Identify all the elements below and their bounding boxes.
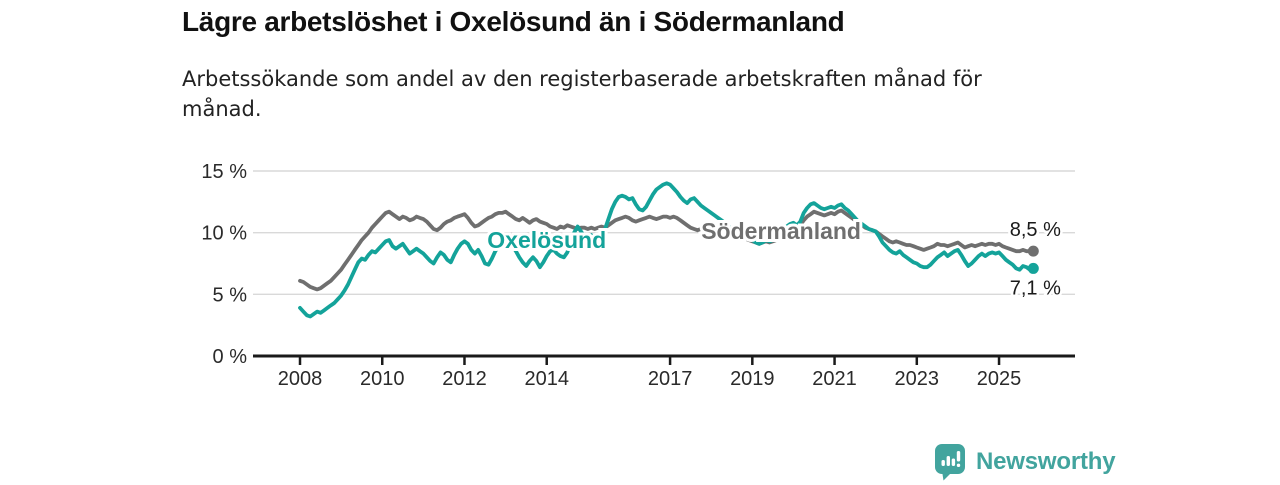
end-value-label: 7,1 % xyxy=(1010,277,1061,299)
x-tick-label: 2017 xyxy=(648,368,693,390)
y-tick-label: 0 % xyxy=(213,346,248,368)
series-end-dot-södermanland xyxy=(1027,245,1039,257)
series-label-södermanland: Södermanland xyxy=(701,218,861,244)
series-line-oxelösund xyxy=(298,181,1036,319)
chart-subtitle: Arbetssökande som andel av den registerb… xyxy=(182,67,982,122)
x-tick-label: 2010 xyxy=(360,368,405,390)
y-tick-label: 15 % xyxy=(201,161,247,183)
x-tick-label: 2019 xyxy=(730,368,775,390)
end-value-label: 8,5 % xyxy=(1010,219,1061,241)
y-tick-label: 10 % xyxy=(201,223,247,245)
x-tick-label: 2012 xyxy=(442,368,487,390)
x-tick-label: 2021 xyxy=(812,368,857,390)
x-tick-label: 2023 xyxy=(895,368,940,390)
x-tick-label: 2014 xyxy=(524,368,569,390)
y-tick-label: 5 % xyxy=(213,284,248,306)
series-end-dot-oxelösund xyxy=(1027,262,1039,274)
series-label-oxelösund: Oxelösund xyxy=(487,227,606,253)
page-title: Lägre arbetslöshet i Oxelösund än i Söde… xyxy=(182,6,845,37)
newsworthy-logo: Newsworthy xyxy=(934,443,1116,481)
series-line-södermanland xyxy=(298,208,1036,292)
x-tick-label: 2008 xyxy=(278,368,323,390)
x-tick-label: 2025 xyxy=(977,368,1022,390)
bar-chart-speech-bubble-icon xyxy=(934,443,967,481)
brand-name: Newsworthy xyxy=(976,448,1116,475)
